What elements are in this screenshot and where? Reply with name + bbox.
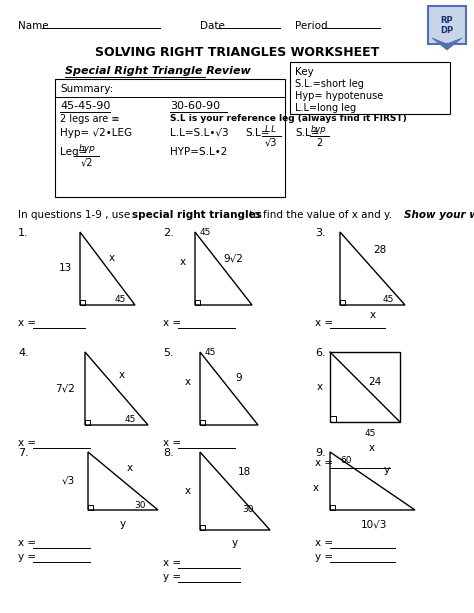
Text: x =: x = — [18, 318, 39, 328]
Text: 9√2: 9√2 — [223, 253, 243, 263]
Text: HYP=S.L•2: HYP=S.L•2 — [170, 147, 228, 157]
Text: Key: Key — [295, 67, 314, 77]
Polygon shape — [432, 38, 462, 50]
Text: 8.: 8. — [163, 448, 174, 458]
Text: to find the value of x and y.: to find the value of x and y. — [246, 210, 398, 220]
Text: 3.: 3. — [315, 228, 326, 238]
Bar — [55, 79, 285, 197]
Text: 60: 60 — [340, 456, 352, 465]
Bar — [330, 352, 400, 422]
Text: y: y — [232, 538, 238, 548]
Text: 5.: 5. — [163, 348, 173, 358]
Text: 9.: 9. — [315, 448, 326, 458]
Text: L.L=long leg: L.L=long leg — [295, 103, 356, 113]
Text: S.L is your reference leg (always find it FIRST): S.L is your reference leg (always find i… — [170, 114, 407, 123]
Text: y =: y = — [18, 552, 39, 562]
Text: Date: Date — [200, 21, 225, 31]
Text: L.L=S.L•√3: L.L=S.L•√3 — [170, 128, 228, 138]
Text: SOLVING RIGHT TRIANGLES WORKSHEET: SOLVING RIGHT TRIANGLES WORKSHEET — [95, 46, 379, 59]
Text: x =: x = — [18, 538, 39, 548]
Text: √3: √3 — [265, 138, 277, 148]
Text: DP: DP — [440, 26, 454, 35]
Text: x =: x = — [163, 438, 184, 448]
Text: √2: √2 — [81, 158, 93, 168]
Text: 2: 2 — [316, 138, 322, 148]
Text: 7.: 7. — [18, 448, 29, 458]
Text: 2 legs are ≡: 2 legs are ≡ — [60, 114, 119, 124]
Text: 45: 45 — [205, 348, 216, 357]
Text: y: y — [120, 519, 126, 529]
Text: x =: x = — [18, 438, 39, 448]
Text: Hyp= √2•LEG: Hyp= √2•LEG — [60, 128, 132, 138]
Text: y =: y = — [315, 552, 337, 562]
Text: 10√3: 10√3 — [361, 519, 387, 529]
Text: √3: √3 — [61, 475, 74, 485]
Text: 30: 30 — [134, 501, 146, 511]
Text: S.L.=short leg: S.L.=short leg — [295, 79, 364, 89]
Text: 9: 9 — [236, 373, 242, 383]
Text: 4.: 4. — [18, 348, 29, 358]
Text: Period: Period — [295, 21, 328, 31]
Text: 2.: 2. — [163, 228, 174, 238]
Text: 24: 24 — [368, 377, 382, 387]
Text: 6.: 6. — [315, 348, 326, 358]
Text: 30-60-90: 30-60-90 — [170, 101, 220, 111]
Text: Summary:: Summary: — [60, 84, 113, 94]
Text: x: x — [317, 382, 323, 392]
Text: 45: 45 — [124, 414, 136, 424]
Text: 30: 30 — [242, 506, 254, 514]
Text: x =: x = — [315, 458, 337, 468]
Text: 1.: 1. — [18, 228, 28, 238]
Text: x =: x = — [163, 558, 184, 568]
Text: RP: RP — [441, 16, 453, 25]
Text: 45: 45 — [383, 295, 394, 305]
Text: x =: x = — [315, 538, 337, 548]
Text: x: x — [185, 486, 191, 496]
Text: 45-45-90: 45-45-90 — [60, 101, 110, 111]
Text: In questions 1-9 , use: In questions 1-9 , use — [18, 210, 134, 220]
Text: x: x — [109, 253, 115, 263]
Text: x =: x = — [163, 318, 184, 328]
Text: Name: Name — [18, 21, 49, 31]
Text: x: x — [180, 257, 186, 267]
Text: 28: 28 — [374, 245, 387, 255]
Text: 13: 13 — [58, 263, 72, 273]
Bar — [428, 6, 466, 44]
Text: 45: 45 — [200, 228, 211, 237]
Text: 7√2: 7√2 — [55, 383, 75, 393]
Bar — [290, 62, 450, 114]
Text: x =: x = — [315, 318, 337, 328]
Text: x: x — [185, 377, 191, 387]
Text: hyp: hyp — [79, 144, 95, 153]
Text: x: x — [119, 370, 125, 380]
Text: 18: 18 — [237, 467, 251, 477]
Text: y =: y = — [163, 572, 184, 582]
Text: x: x — [370, 310, 376, 320]
Text: S.L=: S.L= — [245, 128, 270, 138]
Text: y: y — [384, 465, 390, 475]
Text: 45: 45 — [365, 430, 376, 438]
Text: x: x — [313, 483, 319, 493]
Text: Hyp= hypotenuse: Hyp= hypotenuse — [295, 91, 383, 101]
Text: x: x — [127, 463, 133, 473]
Text: Special Right Triangle Review: Special Right Triangle Review — [65, 66, 251, 76]
Text: special right triangles: special right triangles — [132, 210, 262, 220]
Text: L.L: L.L — [265, 125, 277, 134]
Text: Leg=: Leg= — [60, 147, 87, 157]
Text: 45: 45 — [114, 295, 126, 305]
Text: hyp: hyp — [311, 125, 327, 134]
Text: Show your work.: Show your work. — [404, 210, 474, 220]
Text: S.L=: S.L= — [295, 128, 319, 138]
Text: x: x — [369, 443, 375, 453]
